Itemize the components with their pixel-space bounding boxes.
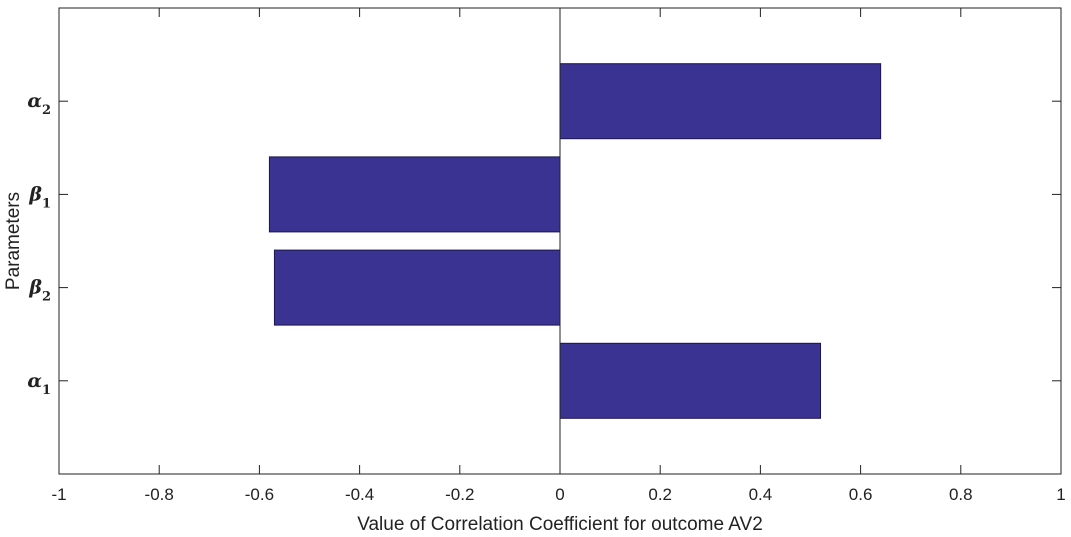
- x-tick-label: 1: [1056, 485, 1065, 504]
- x-tick-label: -0.8: [145, 485, 174, 504]
- bar-α1: [559, 342, 822, 419]
- bar-β1: [268, 156, 561, 233]
- x-tick-label: -0.2: [445, 485, 474, 504]
- x-tick-label: 0: [555, 485, 564, 504]
- x-tick-label: 0.2: [648, 485, 672, 504]
- y-axis-ticks: α1 β2 β1 α2: [27, 90, 1061, 398]
- y-axis-title: Parameters: [3, 192, 24, 290]
- y-tick-label-β1: β1: [28, 183, 51, 211]
- x-axis-ticks: -1 -0.8 -0.6 -0.4 -0.2 0 0.2 0.4 0.6 0.8 1: [51, 8, 1066, 504]
- x-tick-label: 0.6: [849, 485, 873, 504]
- bars-group: [268, 63, 882, 419]
- x-tick-label: 0.8: [949, 485, 973, 504]
- bar-α2: [559, 63, 882, 140]
- x-tick-label: -1: [51, 485, 66, 504]
- x-tick-label: 0.4: [749, 485, 773, 504]
- x-tick-label: -0.6: [245, 485, 274, 504]
- x-tick-label: -0.4: [345, 485, 374, 504]
- y-tick-label-α2: α2: [27, 90, 51, 118]
- x-axis-title: Value of Correlation Coefficient for out…: [357, 514, 763, 535]
- y-tick-label-α1: α1: [27, 370, 51, 398]
- bar-β2: [273, 249, 561, 326]
- y-tick-label-β2: β2: [28, 277, 51, 305]
